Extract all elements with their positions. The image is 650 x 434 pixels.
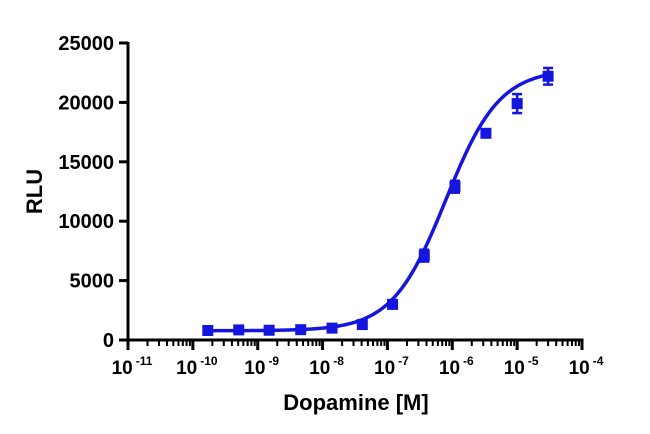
data-point: [326, 322, 338, 334]
point-marker: [295, 324, 307, 336]
data-point: [295, 324, 307, 336]
x-tick-label: 10 -4: [569, 354, 604, 379]
y-tick-label: 5000: [70, 271, 115, 293]
y-tick-label: 15000: [58, 152, 114, 174]
data-point: [542, 66, 554, 86]
data-point: [480, 127, 492, 139]
x-tick-label: 10 -11: [112, 354, 153, 379]
point-marker: [542, 70, 554, 82]
y-axis-ticks: 0 5000 10000 15000 20000 25000: [58, 33, 128, 352]
x-tick-label: 10 -6: [439, 354, 474, 379]
data-point: [511, 92, 523, 115]
x-axis-title: Dopamine [M]: [283, 390, 428, 415]
x-tick-label: 10 -5: [504, 354, 539, 379]
point-marker: [202, 324, 214, 336]
x-axis-ticks: 10 -11 10 -10 10 -9 10 -8 10 -7 10 -6 10 -5 10 -4: [112, 340, 604, 379]
y-tick-label: 25000: [58, 33, 114, 55]
point-marker: [263, 324, 275, 336]
data-point: [233, 324, 245, 336]
point-marker: [356, 319, 368, 331]
point-marker: [387, 298, 399, 310]
x-tick-label: 10 -10: [176, 354, 218, 379]
y-tick-label: 10000: [58, 211, 114, 233]
point-marker: [449, 181, 461, 193]
data-points: [202, 66, 554, 336]
data-point: [263, 324, 275, 336]
point-marker: [418, 250, 430, 262]
point-marker: [233, 324, 245, 336]
y-tick-label: 0: [103, 330, 114, 352]
y-tick-label: 20000: [58, 92, 114, 114]
data-point: [387, 298, 399, 310]
data-point: [449, 179, 461, 194]
point-marker: [480, 127, 492, 139]
fit-curve: [207, 73, 549, 333]
x-tick-label: 10 -8: [309, 354, 344, 379]
y-axis-title: RLU: [22, 169, 47, 214]
data-point: [418, 248, 430, 263]
data-point: [202, 324, 214, 336]
x-tick-label: 10 -9: [244, 354, 279, 379]
x-tick-label: 10 -7: [374, 354, 409, 379]
point-marker: [326, 322, 338, 334]
data-point: [356, 319, 368, 331]
point-marker: [511, 98, 523, 110]
